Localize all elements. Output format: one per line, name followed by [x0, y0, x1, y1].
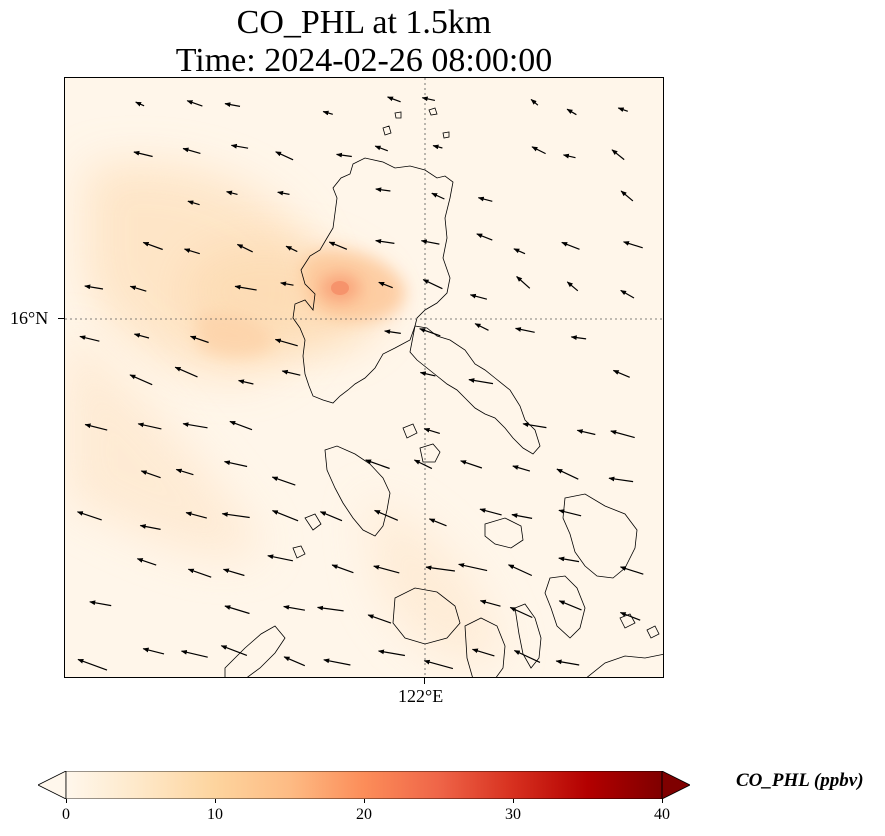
map-canvas — [65, 78, 664, 678]
lon-tick-label: 122°E — [398, 686, 443, 707]
map-panel — [64, 77, 664, 678]
lat-tick-label: 16°N — [10, 308, 48, 329]
colorbar-tick-label: 20 — [356, 806, 372, 824]
colorbar-tick-mark — [66, 799, 67, 803]
map-title-line2: Time: 2024-02-26 08:00:00 — [0, 42, 728, 80]
colorbar-extend-max — [662, 771, 690, 799]
colorbar-extend-min — [38, 771, 66, 799]
colorbar-tick-mark — [662, 799, 663, 803]
colorbar — [38, 771, 690, 799]
colorbar-tick-label: 30 — [505, 806, 521, 824]
colorbar-tick-mark — [364, 799, 365, 803]
colorbar-tick-label: 10 — [207, 806, 223, 824]
lat-tick-mark — [58, 318, 64, 319]
colorbar-tick-label: 0 — [62, 806, 70, 824]
colorbar-tick-label: 40 — [654, 806, 670, 824]
colorbar-gradient — [66, 771, 662, 799]
colorbar-tick-mark — [215, 799, 216, 803]
map-title-line1: CO_PHL at 1.5km — [0, 4, 728, 42]
colorbar-title: CO_PHL (ppbv) — [736, 770, 864, 792]
lon-tick-mark — [424, 678, 425, 684]
colorbar-tick-mark — [513, 799, 514, 803]
